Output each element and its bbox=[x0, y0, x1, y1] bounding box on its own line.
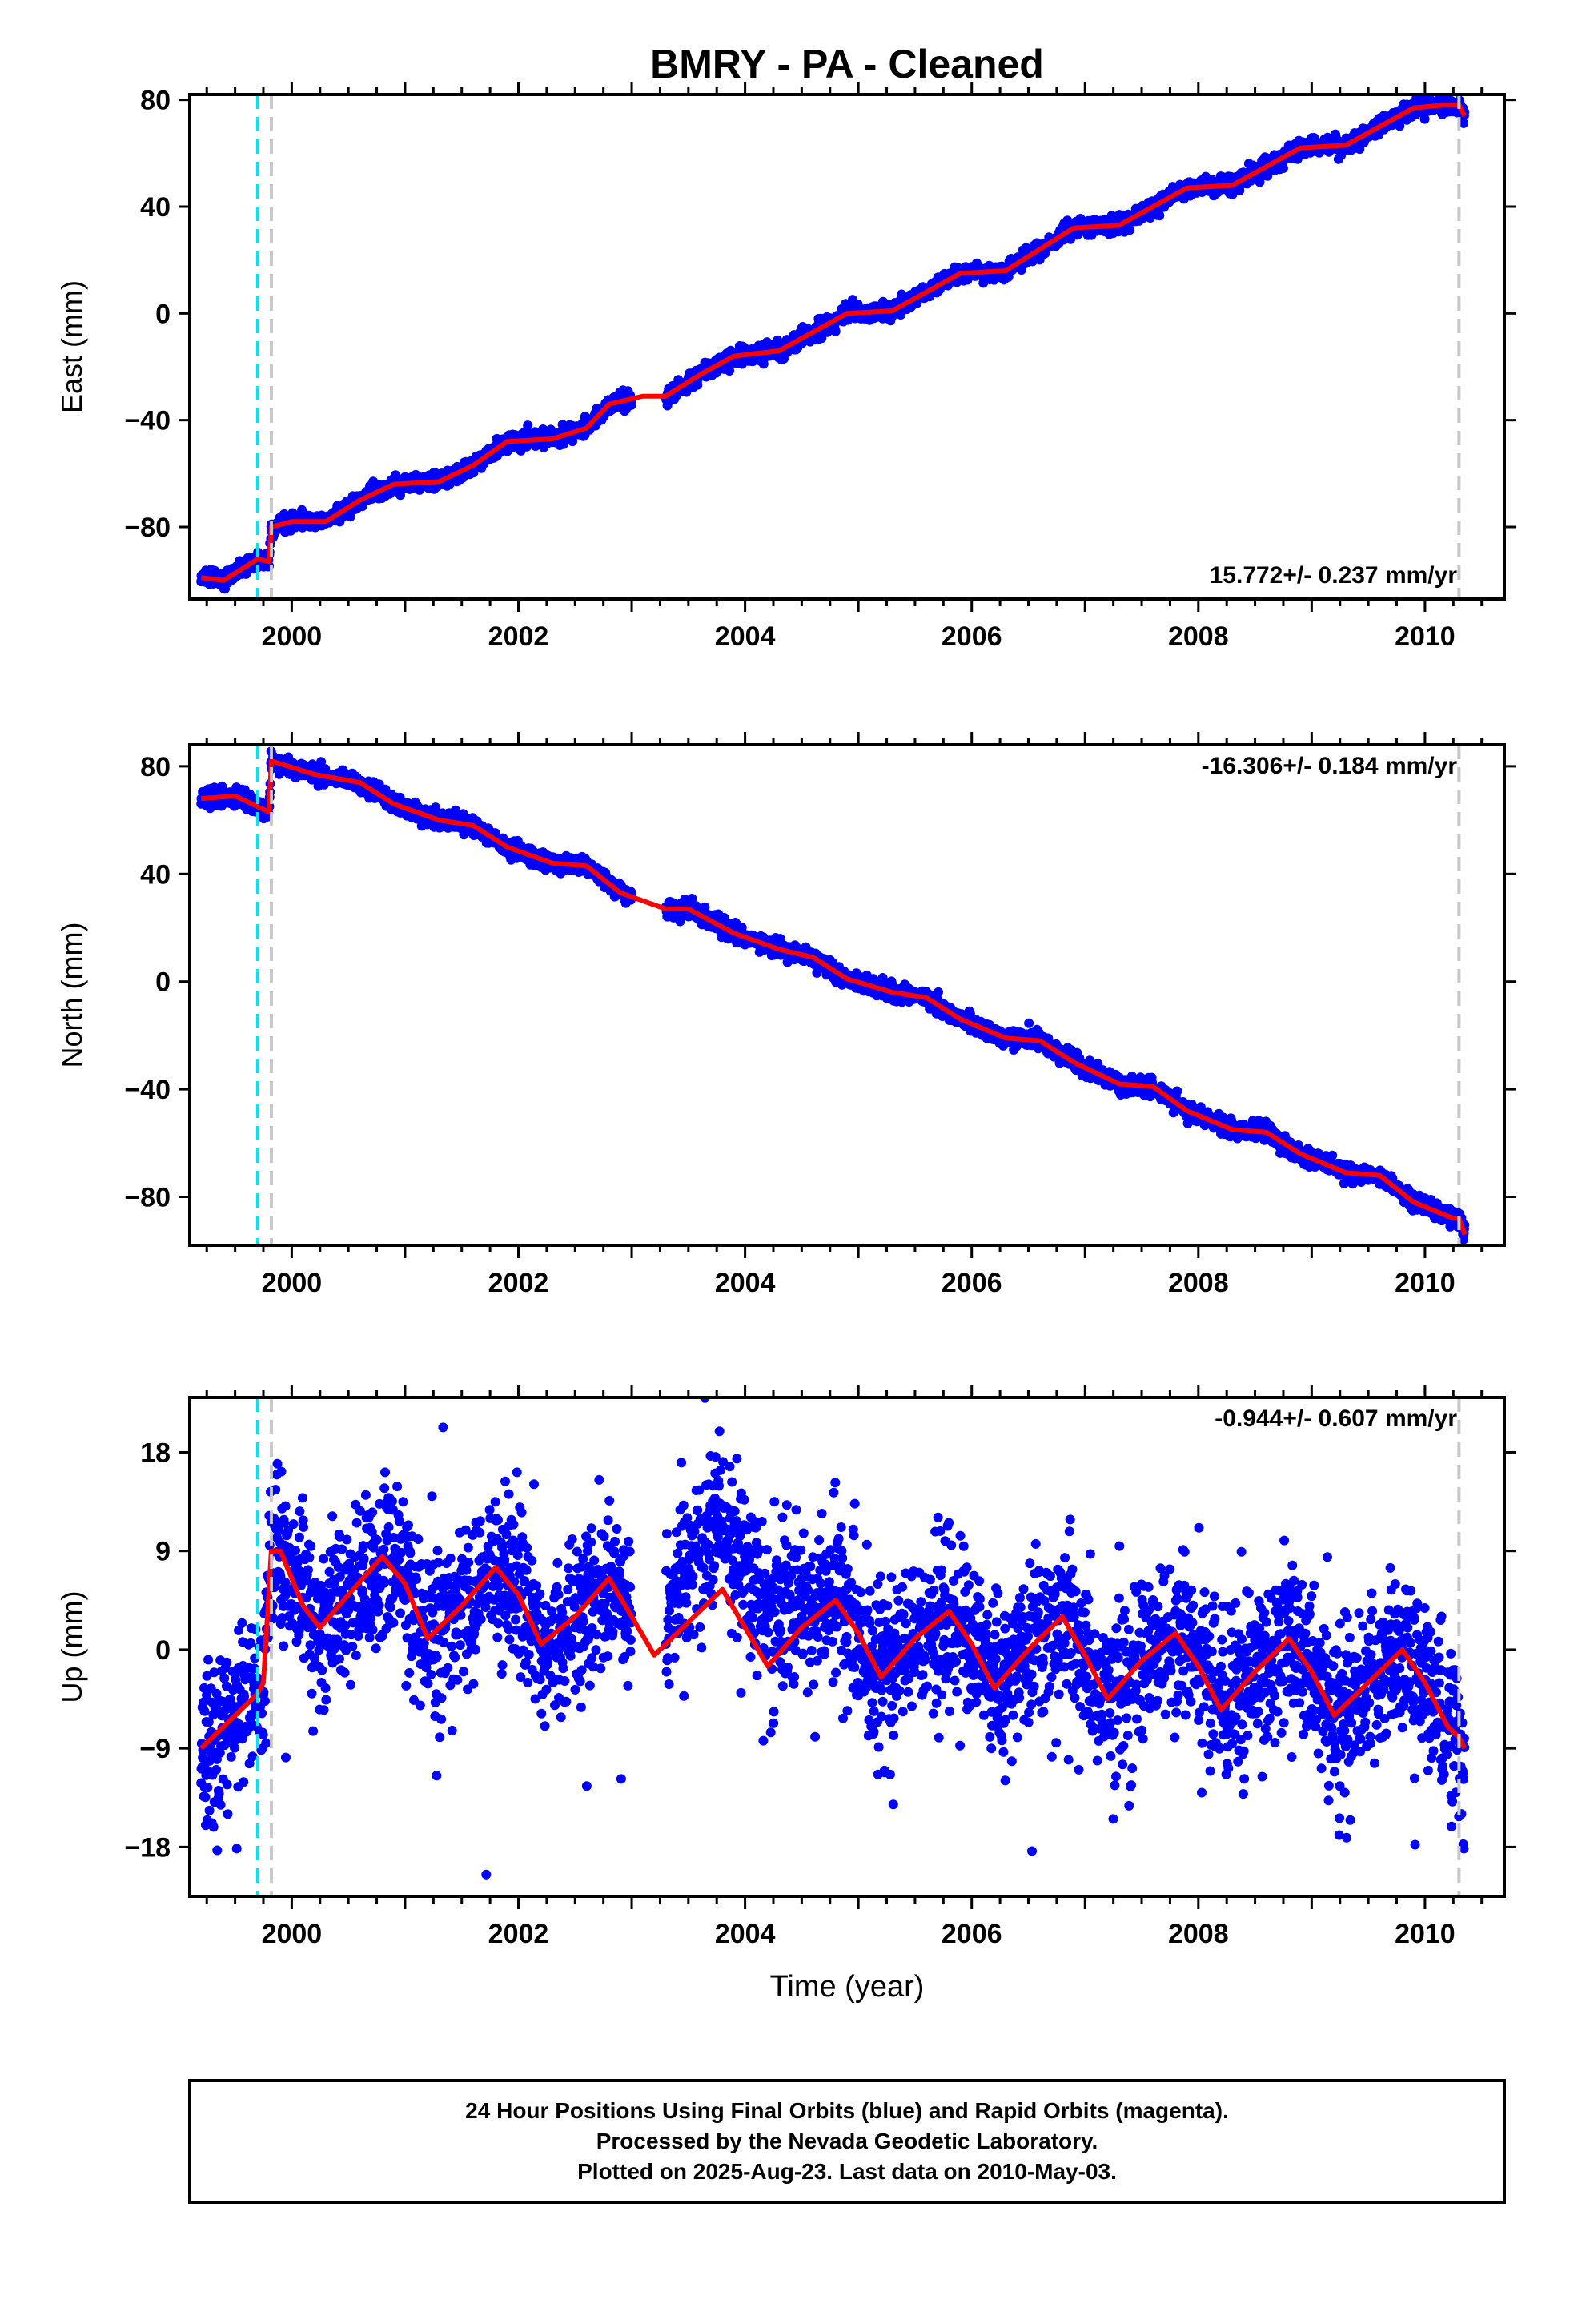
east-data-point bbox=[1154, 211, 1165, 221]
east-rate-label: 15.772+/- 0.237 mm/yr bbox=[1210, 562, 1458, 589]
east-fit-line bbox=[199, 103, 1468, 583]
east-y-tick-label: 0 bbox=[155, 299, 171, 329]
east-data-point bbox=[817, 333, 827, 344]
east-data-point bbox=[1125, 225, 1135, 235]
east-x-tick-label: 2006 bbox=[942, 621, 1002, 652]
east-y-tick-label: 40 bbox=[140, 192, 171, 223]
east-x-tick-label: 2002 bbox=[488, 621, 549, 652]
east-x-tick-label: 2004 bbox=[715, 621, 776, 652]
east-data-point bbox=[1278, 163, 1288, 173]
east-x-tick-label: 2010 bbox=[1395, 621, 1456, 652]
east-data-points bbox=[196, 94, 1470, 594]
chart-title: BMRY - PA - Cleaned bbox=[650, 42, 1044, 86]
east-y-tick-label: −80 bbox=[124, 513, 171, 543]
east-x-tick-label: 2000 bbox=[262, 621, 323, 652]
east-y-tick-label: −40 bbox=[124, 406, 171, 436]
east-data-point bbox=[241, 569, 251, 579]
east-data-point bbox=[523, 420, 533, 431]
north-data-points bbox=[196, 746, 1470, 1244]
east-data-point bbox=[725, 366, 735, 376]
east-data-point bbox=[830, 326, 841, 336]
panels: −80 −40 0 40 80 2000 2002 2004 2006 2008 2010 East … bbox=[55, 82, 1516, 1949]
east-x-tick-label: 2008 bbox=[1168, 621, 1229, 652]
east-data-point bbox=[626, 400, 636, 410]
panel-east: −80 −40 0 40 80 2000 2002 2004 2006 2008 2010 East … bbox=[55, 82, 1516, 652]
east-data-point bbox=[345, 512, 355, 522]
east-y-axis-label: East (mm) bbox=[55, 280, 88, 413]
east-y-tick-label: 80 bbox=[140, 86, 171, 116]
east-plot-frame bbox=[188, 93, 1506, 601]
